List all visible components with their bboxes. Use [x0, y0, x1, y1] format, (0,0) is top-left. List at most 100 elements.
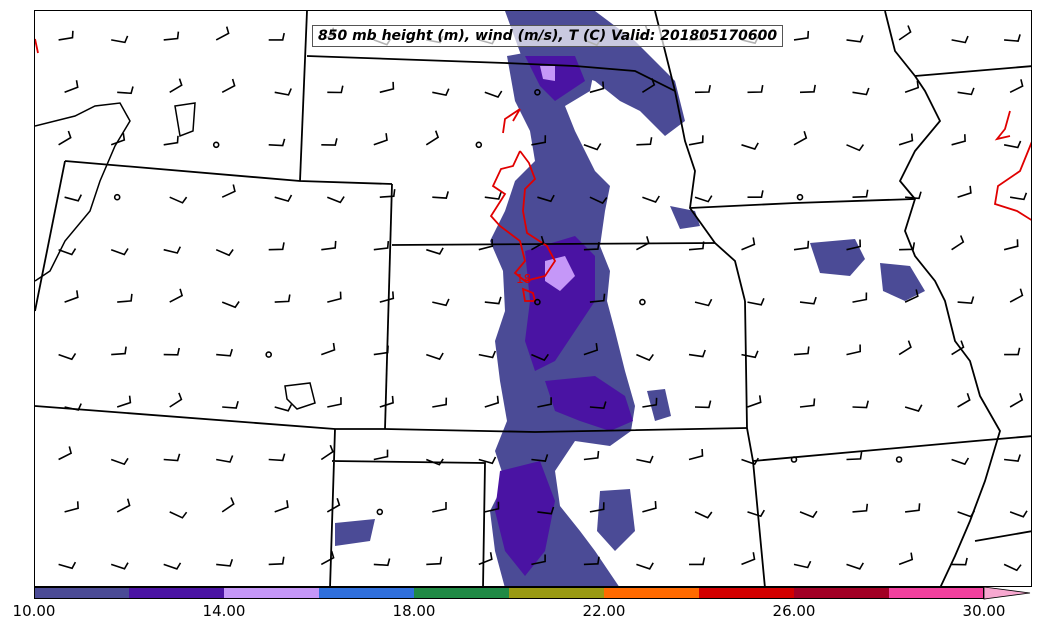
- shading-patch-south-1: [597, 489, 635, 551]
- calm-wind-circle: [212, 141, 220, 149]
- wind-barb: [531, 454, 549, 462]
- colorbar-outline: [34, 587, 984, 599]
- wind-barb: [163, 246, 182, 254]
- wind-barb: [116, 395, 132, 408]
- wind-barb: [373, 133, 388, 146]
- calm-wind-circle: [376, 508, 384, 516]
- wind-barb: [58, 248, 77, 256]
- wind-barb: [222, 400, 239, 409]
- wyoming-south-border: [64, 160, 393, 185]
- colorbar-segment: [224, 587, 319, 599]
- wind-barb: [379, 189, 396, 198]
- wind-barb: [58, 446, 73, 461]
- wind-barb: [852, 87, 870, 96]
- mississippi-river: [884, 11, 1001, 586]
- wind-barb: [747, 190, 764, 198]
- wind-barb: [373, 449, 389, 461]
- wind-barb: [426, 458, 444, 466]
- wind-barb: [432, 191, 449, 199]
- wind-barb: [379, 395, 394, 408]
- wind-barb: [216, 348, 233, 357]
- wind-barb: [169, 78, 183, 93]
- calm-wind-circle: [113, 193, 121, 201]
- wind-barb: [321, 138, 338, 146]
- shading-patch-east-3: [670, 206, 700, 229]
- wind-barb: [163, 347, 180, 356]
- wind-barb: [899, 242, 916, 251]
- wind-barb: [373, 558, 391, 567]
- wind-barb: [583, 450, 600, 461]
- wind-barb: [321, 342, 336, 356]
- wind-barb: [641, 78, 656, 93]
- calm-wind-circle: [475, 141, 483, 149]
- wind-barb: [846, 344, 862, 356]
- wind-barb: [904, 80, 920, 94]
- wind-barb: [478, 239, 494, 251]
- calm-wind-circle: [534, 298, 541, 306]
- wind-barb: [215, 248, 234, 257]
- wind-barb: [110, 562, 129, 570]
- colorbar-segment: [699, 587, 794, 599]
- map-canvas: 18: [35, 11, 1031, 586]
- wind-barb: [221, 78, 236, 94]
- wind-barb: [846, 562, 864, 570]
- wind-barb: [589, 81, 605, 94]
- colorbar-segment: [794, 587, 889, 599]
- wind-barb: [64, 403, 82, 411]
- wind-barb: [642, 195, 660, 203]
- wind-barb: [793, 240, 810, 251]
- wind-barb: [793, 30, 810, 41]
- shading-patch-ks: [647, 389, 671, 421]
- wind-barb: [799, 84, 816, 94]
- wind-barb: [484, 395, 500, 408]
- wind-barb: [169, 196, 188, 204]
- wind-barb: [636, 353, 654, 362]
- wind-barb: [741, 142, 759, 150]
- wind-barb: [432, 88, 450, 97]
- colorbar-segment: [129, 587, 224, 599]
- wind-barb: [216, 455, 234, 463]
- wind-barb: [688, 241, 705, 251]
- wind-barb: [373, 345, 389, 356]
- wind-barb: [327, 85, 344, 94]
- colorbar-segment: [889, 587, 984, 599]
- wind-barb: [379, 81, 395, 94]
- wind-barb: [215, 26, 230, 41]
- nebraska-north-border: [306, 55, 676, 92]
- wind-barb: [58, 352, 77, 361]
- wind-barb: [793, 346, 810, 356]
- wind-barb: [117, 86, 134, 95]
- wind-barb: [111, 346, 127, 356]
- wind-barb: [64, 194, 83, 202]
- wind-barb: [957, 87, 975, 96]
- wind-barb: [905, 503, 921, 513]
- shading-patch-east-1: [810, 239, 865, 276]
- wind-barb: [957, 510, 976, 518]
- wind-barb: [484, 501, 500, 513]
- wind-barb: [320, 550, 335, 566]
- wind-barb: [905, 191, 922, 200]
- wind-barb: [951, 457, 970, 466]
- wind-barb: [268, 556, 285, 566]
- wind-barb: [484, 296, 502, 305]
- calm-wind-circle: [534, 89, 541, 96]
- wind-barb: [163, 453, 181, 462]
- wind-barb: [846, 35, 864, 43]
- wind-barb: [537, 397, 552, 408]
- wind-barb: [957, 296, 975, 305]
- wind-barb: [951, 340, 965, 356]
- wind-barb: [64, 501, 79, 513]
- wind-barb: [221, 497, 235, 513]
- wind-barb: [694, 195, 713, 203]
- wind-barb: [478, 456, 497, 465]
- wind-barb: [1004, 454, 1021, 462]
- wind-barb: [216, 559, 234, 567]
- wind-barb: [957, 185, 972, 198]
- wind-barb: [694, 84, 711, 94]
- wind-barb: [898, 340, 912, 356]
- wind-barb: [747, 297, 765, 306]
- wind-barb: [741, 552, 756, 566]
- calm-wind-circle: [639, 298, 646, 306]
- nebraska-south-border: [391, 242, 716, 246]
- wind-barb: [274, 404, 293, 412]
